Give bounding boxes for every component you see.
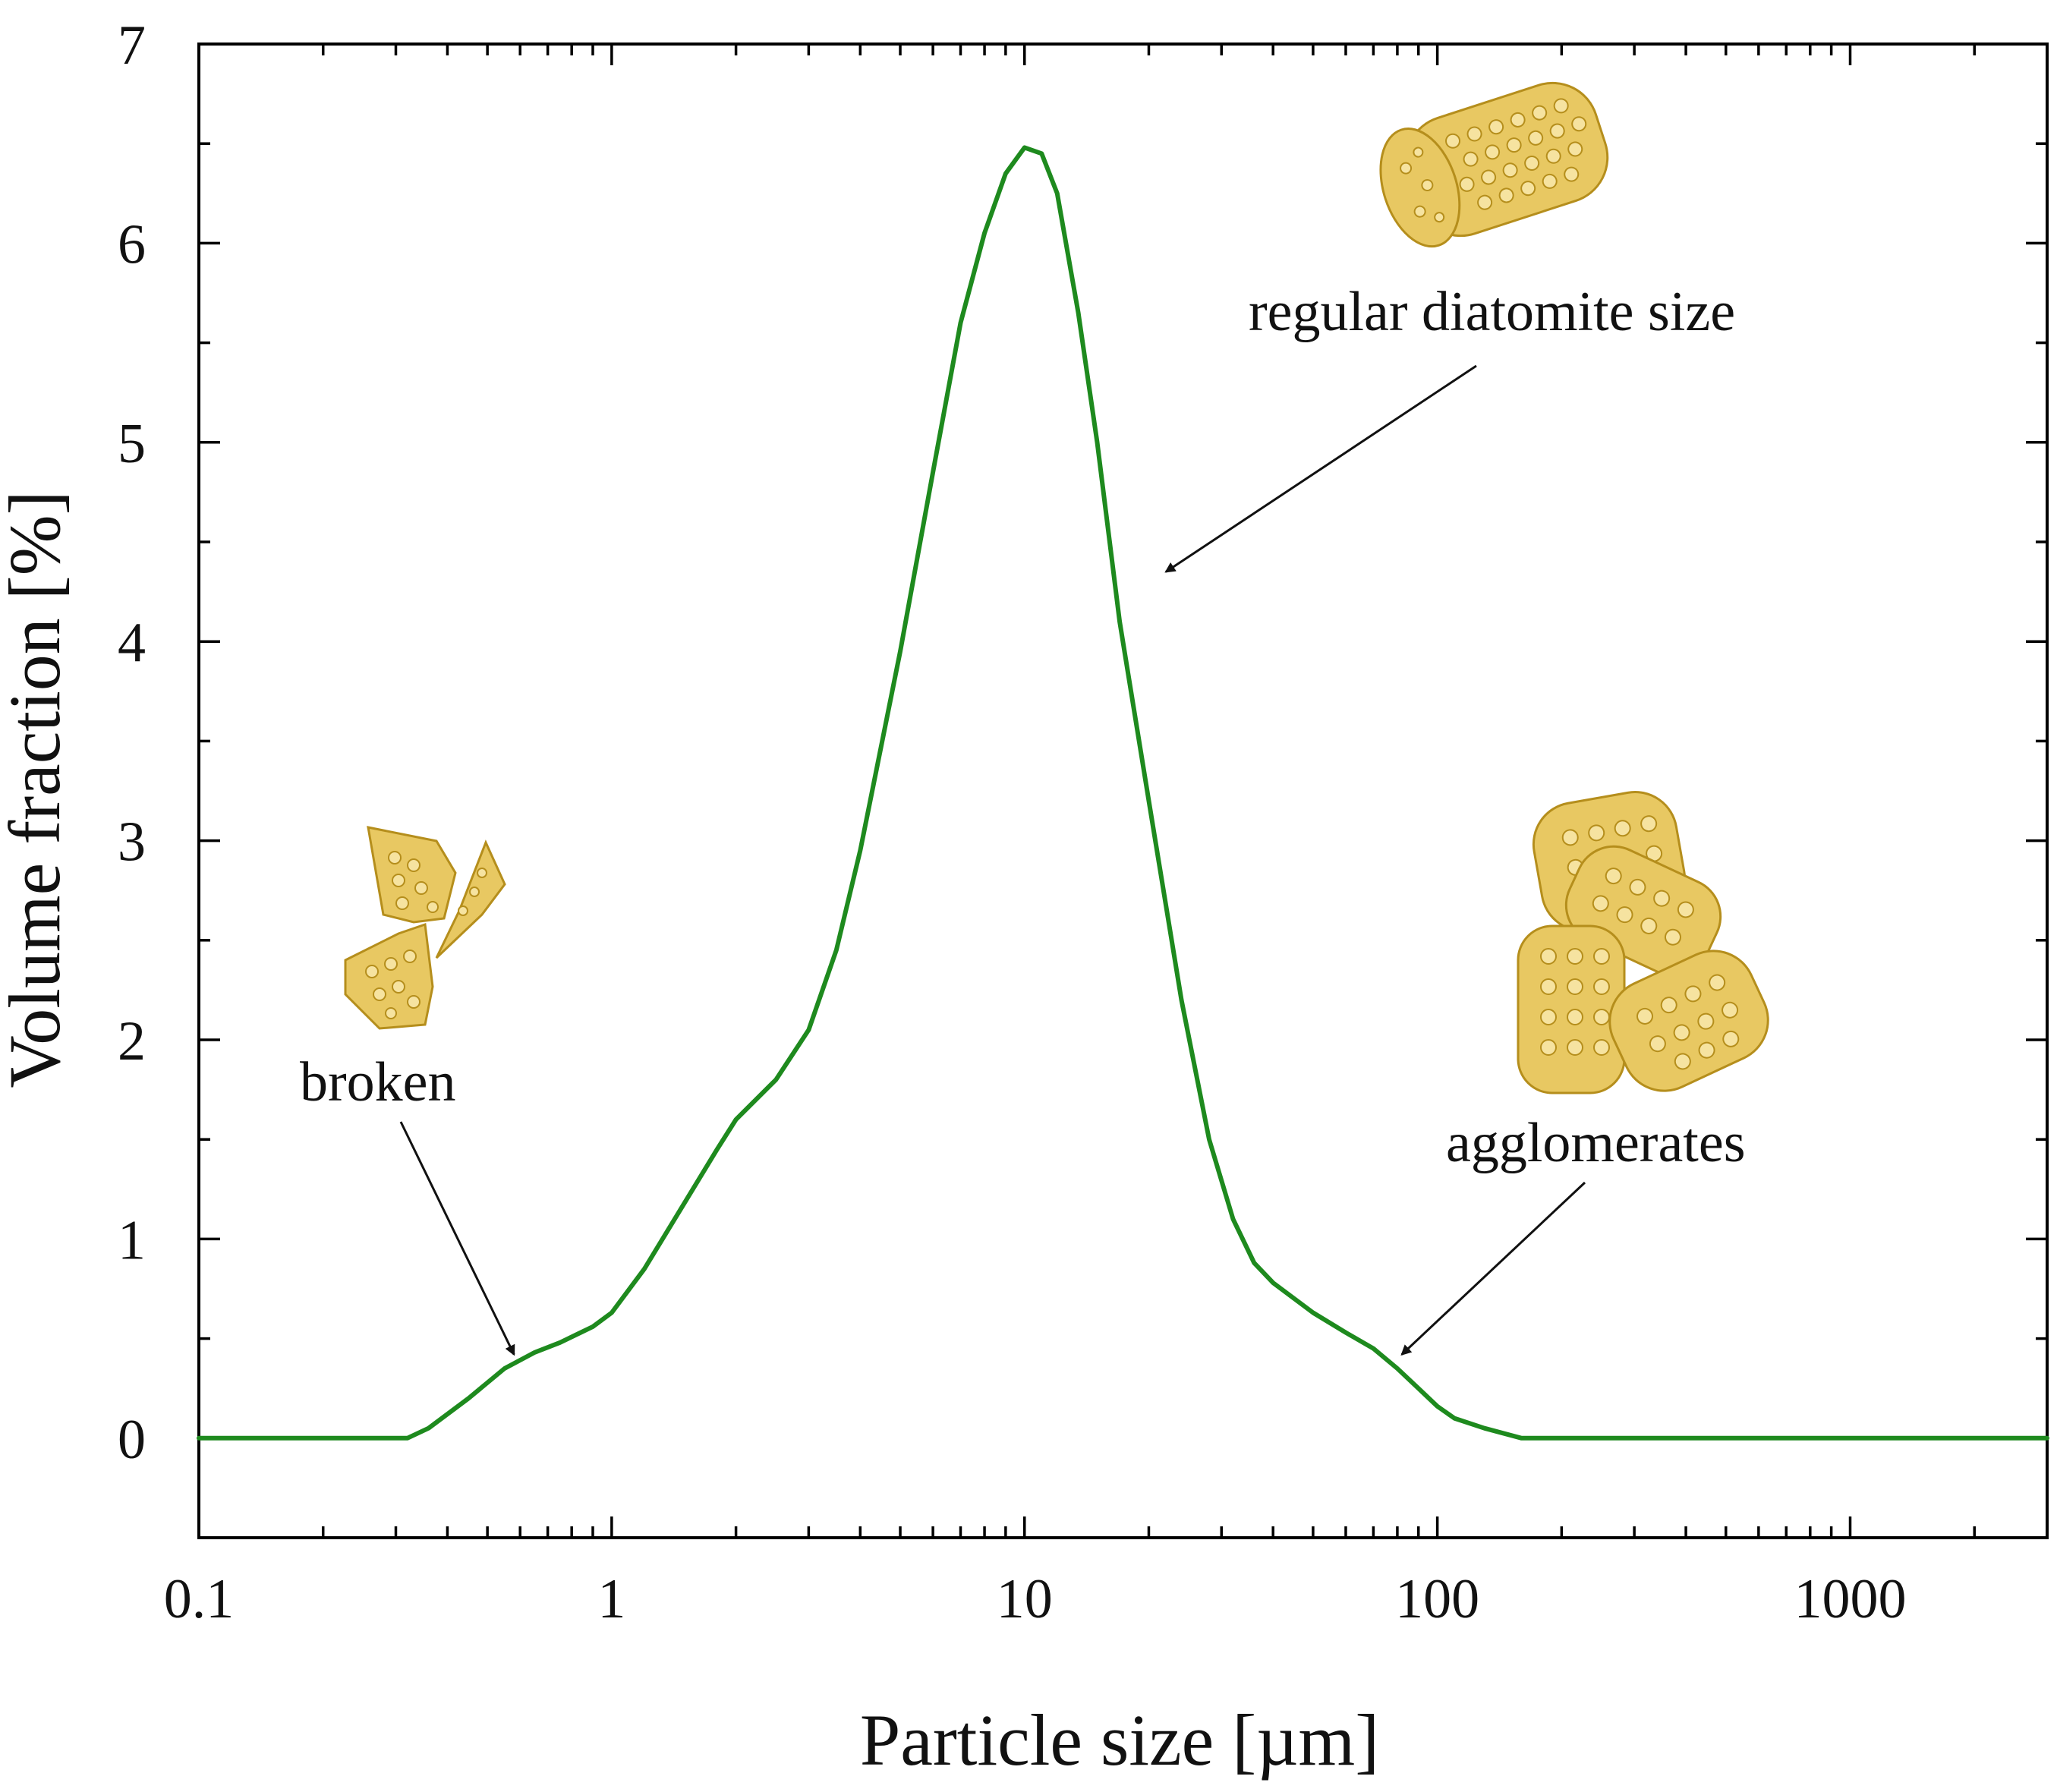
y-ticks [199, 43, 2047, 1539]
y-tick-label: 2 [118, 1010, 146, 1072]
arrow-broken [399, 1121, 515, 1356]
y-tick-label: 5 [118, 413, 146, 475]
agglomerates-illustration [1517, 791, 1769, 1094]
annotation-agglomerates: agglomerates [1446, 1112, 1746, 1174]
y-tick-label: 7 [118, 14, 146, 77]
y-axis-title: Volume fraction [%] [0, 490, 75, 1088]
x-tick-label: 0.1 [164, 1568, 235, 1630]
annotation-broken: broken [300, 1051, 456, 1113]
x-tick-label: 1 [597, 1568, 625, 1630]
x-tick-label: 1000 [1794, 1568, 1907, 1630]
x-tick-labels: 0.1 1 10 100 1000 [164, 1568, 1907, 1630]
y-tick-labels: 0 1 2 3 4 5 6 7 [118, 14, 146, 1471]
y-tick-label: 0 [118, 1409, 146, 1471]
diatom-cylinder-illustration [1379, 81, 1609, 248]
x-tick-label: 10 [997, 1568, 1053, 1630]
y-tick-label: 6 [118, 213, 146, 276]
y-tick-label: 1 [118, 1209, 146, 1271]
x-major-ticks [197, 44, 1852, 1538]
y-tick-label: 3 [118, 811, 146, 874]
broken-fragments-illustration [344, 826, 506, 1030]
plot-frame [197, 43, 2049, 1539]
annotation-regular-diatomite-size: regular diatomite size [1249, 281, 1735, 343]
x-axis-title: Particle size [µm] [860, 1699, 1379, 1781]
arrow-agglomerates [1400, 1181, 1586, 1356]
series-line-volume-fraction [197, 145, 2049, 1441]
x-tick-label: 100 [1395, 1568, 1479, 1630]
x-minor-ticks [321, 44, 1976, 1538]
arrow-regular-diatomite-size [1164, 364, 1477, 573]
y-tick-label: 4 [118, 612, 146, 674]
